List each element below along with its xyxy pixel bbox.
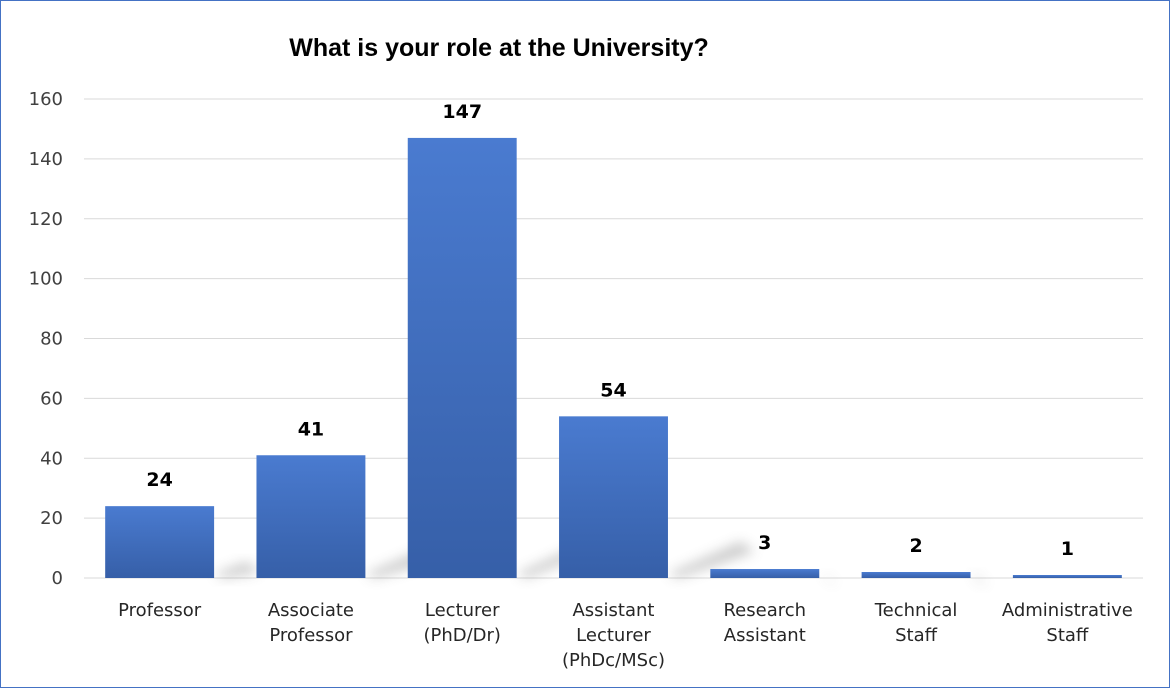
bar — [1012, 575, 1122, 578]
y-tick-label: 60 — [40, 388, 63, 409]
bar — [861, 572, 971, 578]
bar — [407, 137, 517, 578]
bars — [105, 137, 1122, 578]
y-tick-label: 20 — [40, 508, 63, 529]
x-tick-label: Staff — [895, 625, 938, 646]
x-tick-label: Research — [723, 600, 806, 621]
x-tick-label: Lecturer — [576, 625, 651, 646]
bar-shadow — [970, 574, 988, 587]
x-tick-label: Technical — [874, 600, 958, 621]
y-axis-ticks: 0 20 40 60 80 100 120 140 160 — [29, 89, 63, 589]
bar — [710, 569, 820, 578]
y-tick-label: 80 — [40, 329, 63, 350]
x-tick-label: Assistant — [572, 600, 654, 621]
data-label: 147 — [442, 101, 482, 123]
y-tick-label: 120 — [29, 209, 63, 230]
x-tick-label: (PhDc/MSc) — [562, 650, 665, 671]
x-tick-label: Lecturer — [425, 600, 500, 621]
data-label: 24 — [146, 469, 172, 491]
data-label: 1 — [1061, 538, 1074, 560]
y-tick-label: 160 — [29, 89, 63, 110]
bar-shadow — [819, 574, 838, 586]
data-label: 3 — [758, 532, 771, 554]
x-tick-label: Staff — [1046, 625, 1089, 646]
bar — [559, 416, 668, 578]
x-tick-label: Associate — [268, 600, 354, 621]
bar — [105, 506, 215, 578]
bar — [256, 455, 366, 578]
x-axis-ticks: Professor Associate Professor Lecturer (PhD/… — [118, 600, 1133, 671]
x-tick-label: Administrative — [1002, 600, 1133, 621]
x-tick-label: Assistant — [724, 625, 806, 646]
x-tick-label: Professor — [118, 600, 202, 621]
y-tick-label: 100 — [29, 269, 63, 290]
chart-title: What is your role at the University? — [289, 34, 709, 62]
data-label: 41 — [298, 418, 324, 440]
data-labels: 24 41 147 54 3 2 1 — [146, 101, 1074, 560]
y-tick-label: 0 — [52, 568, 63, 589]
y-tick-label: 140 — [29, 149, 63, 170]
x-tick-label: (PhD/Dr) — [423, 625, 501, 646]
data-label: 54 — [600, 379, 626, 401]
x-tick-label: Professor — [269, 625, 353, 646]
bar-shadow — [214, 561, 261, 578]
y-tick-label: 40 — [40, 448, 63, 469]
bar-shadow — [667, 541, 755, 578]
data-label: 2 — [909, 535, 922, 557]
